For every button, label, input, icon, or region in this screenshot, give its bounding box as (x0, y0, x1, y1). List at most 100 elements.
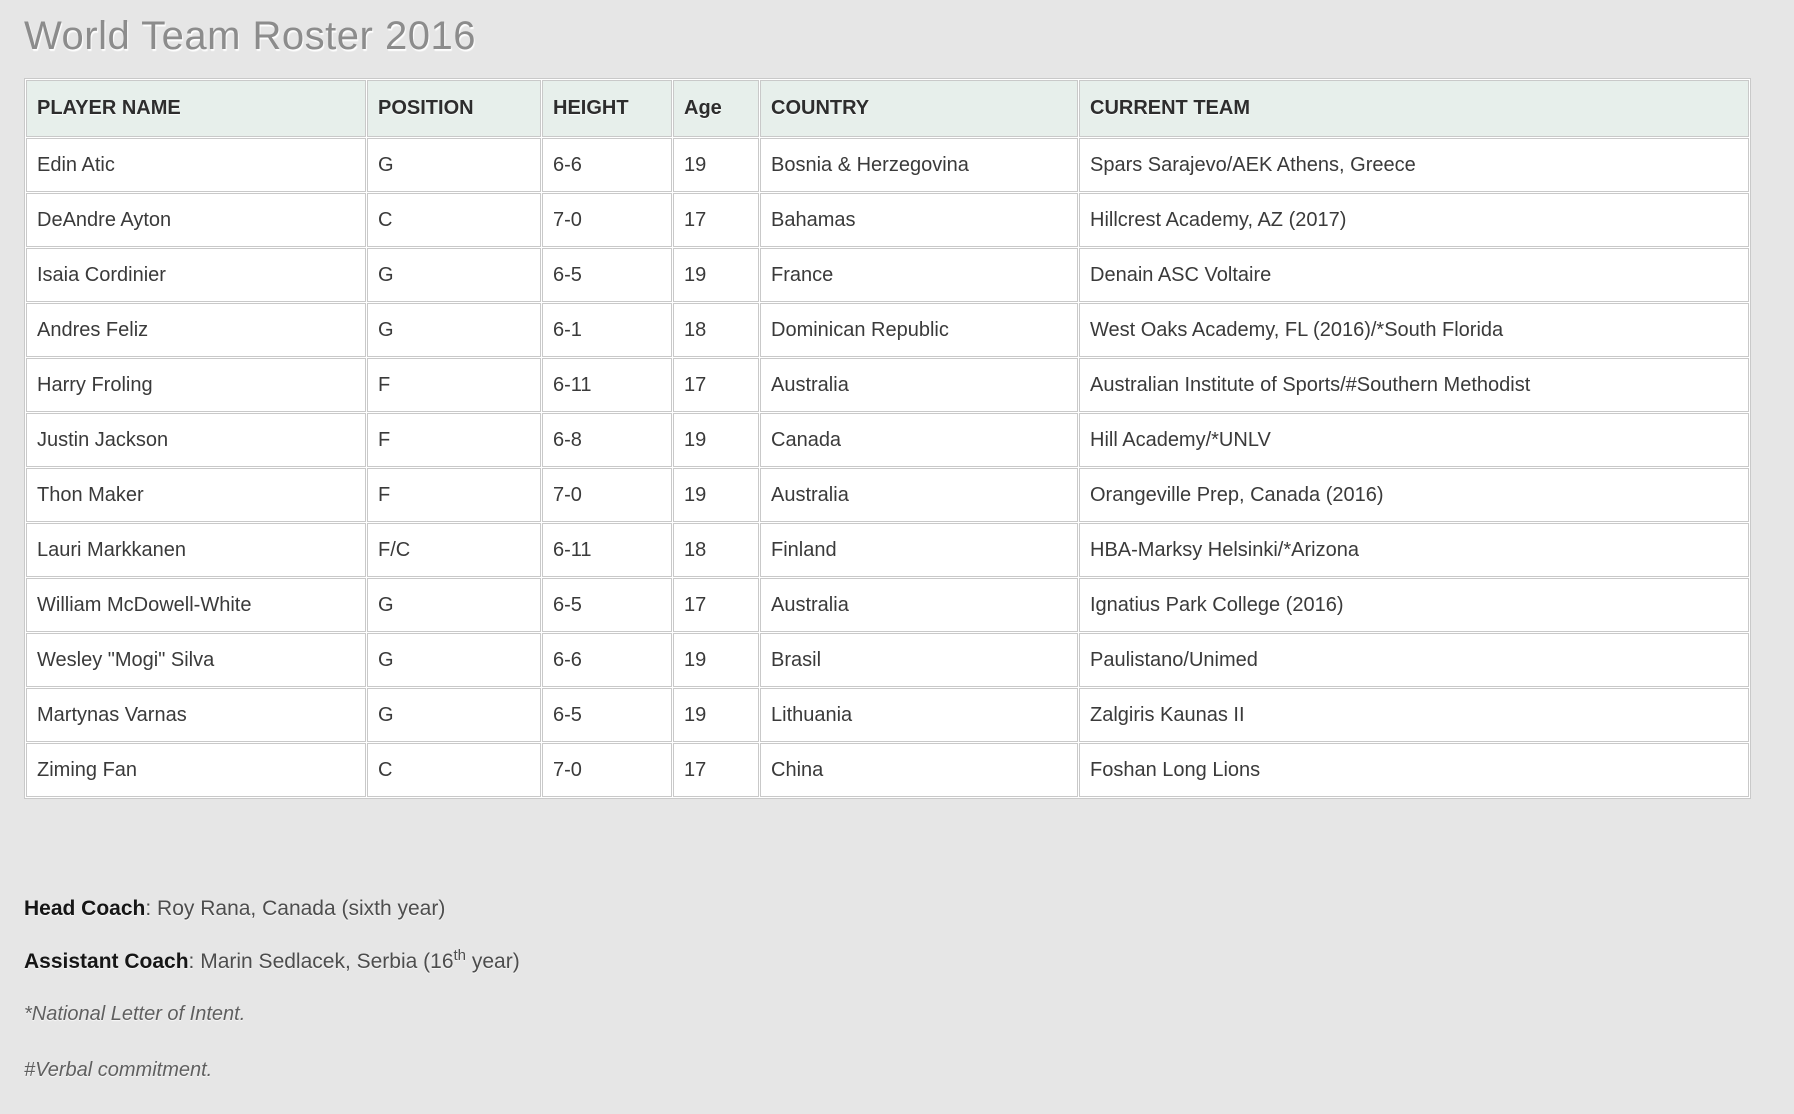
table-cell: France (760, 248, 1078, 302)
table-header-row: PLAYER NAME POSITION HEIGHT Age COUNTRY CURRE… (26, 80, 1749, 137)
table-cell: Bosnia & Herzegovina (760, 138, 1078, 192)
table-cell: Australia (760, 578, 1078, 632)
table-cell: Ziming Fan (26, 743, 366, 797)
table-cell: Finland (760, 523, 1078, 577)
table-cell: G (367, 138, 541, 192)
table-cell: 19 (673, 248, 759, 302)
table-cell: Martynas Varnas (26, 688, 366, 742)
table-cell: Australian Institute of Sports/#Southern… (1079, 358, 1749, 412)
table-cell: Lauri Markkanen (26, 523, 366, 577)
column-header: PLAYER NAME (26, 80, 366, 137)
table-cell: F/C (367, 523, 541, 577)
table-cell: 17 (673, 193, 759, 247)
table-cell: G (367, 248, 541, 302)
table-cell: HBA-Marksy Helsinki/*Arizona (1079, 523, 1749, 577)
table-cell: Australia (760, 468, 1078, 522)
table-cell: Canada (760, 413, 1078, 467)
head-coach-line: Head Coach: Roy Rana, Canada (sixth year… (24, 897, 1770, 921)
column-header: CURRENT TEAM (1079, 80, 1749, 137)
table-row: Ziming Fan C 7-0 17 China Foshan Long Lions (26, 743, 1749, 797)
table-cell: 17 (673, 578, 759, 632)
head-coach-label: Head Coach (24, 897, 146, 920)
table-row: Edin Atic G 6-6 19 Bosnia & Herzegovina Spars… (26, 138, 1749, 192)
table-cell: 6-8 (542, 413, 672, 467)
assistant-coach-line: Assistant Coach: Marin Sedlacek, Serbia … (24, 947, 1770, 974)
table-cell: Isaia Cordinier (26, 248, 366, 302)
table-cell: Lithuania (760, 688, 1078, 742)
table-cell: G (367, 633, 541, 687)
table-cell: Brasil (760, 633, 1078, 687)
table-cell: C (367, 193, 541, 247)
roster-table: PLAYER NAME POSITION HEIGHT Age COUNTRY CURRE… (24, 78, 1751, 799)
table-cell: West Oaks Academy, FL (2016)/*South Flor… (1079, 303, 1749, 357)
assistant-coach-label: Assistant Coach (24, 950, 189, 973)
table-cell: F (367, 468, 541, 522)
table-cell: DeAndre Ayton (26, 193, 366, 247)
table-cell: Denain ASC Voltaire (1079, 248, 1749, 302)
table-cell: G (367, 688, 541, 742)
table-row: William McDowell-White G 6-5 17 Australia Ign… (26, 578, 1749, 632)
table-cell: Thon Maker (26, 468, 366, 522)
column-header: POSITION (367, 80, 541, 137)
table-cell: 19 (673, 468, 759, 522)
table-cell: 6-6 (542, 633, 672, 687)
table-cell: F (367, 358, 541, 412)
table-cell: 6-5 (542, 248, 672, 302)
table-cell: G (367, 303, 541, 357)
table-cell: 7-0 (542, 468, 672, 522)
column-header: HEIGHT (542, 80, 672, 137)
table-cell: William McDowell-White (26, 578, 366, 632)
table-cell: 18 (673, 303, 759, 357)
assistant-coach-value-pre: : Marin Sedlacek, Serbia (16 (188, 950, 454, 973)
table-cell: 17 (673, 743, 759, 797)
table-cell: Harry Froling (26, 358, 366, 412)
table-row: Thon Maker F 7-0 19 Australia Orangeville Pre… (26, 468, 1749, 522)
table-cell: 6-5 (542, 578, 672, 632)
table-cell: Edin Atic (26, 138, 366, 192)
table-cell: 6-1 (542, 303, 672, 357)
table-cell: G (367, 578, 541, 632)
table-cell: Andres Feliz (26, 303, 366, 357)
table-cell: 6-5 (542, 688, 672, 742)
table-cell: Australia (760, 358, 1078, 412)
column-header: COUNTRY (760, 80, 1078, 137)
table-cell: Spars Sarajevo/AEK Athens, Greece (1079, 138, 1749, 192)
table-cell: Wesley "Mogi" Silva (26, 633, 366, 687)
table-cell: 6-6 (542, 138, 672, 192)
table-row: Justin Jackson F 6-8 19 Canada Hill Academy/*… (26, 413, 1749, 467)
footnote-national-letter: *National Letter of Intent. (24, 1003, 246, 1025)
table-cell: F (367, 413, 541, 467)
roster-table-body: Edin Atic G 6-6 19 Bosnia & Herzegovina Spars… (26, 138, 1749, 797)
table-cell: 7-0 (542, 743, 672, 797)
table-cell: Paulistano/Unimed (1079, 633, 1749, 687)
table-cell: Zalgiris Kaunas II (1079, 688, 1749, 742)
page-title: World Team Roster 2016 (24, 14, 476, 58)
table-cell: Orangeville Prep, Canada (2016) (1079, 468, 1749, 522)
table-cell: 19 (673, 413, 759, 467)
assistant-coach-ordinal: th (453, 947, 467, 964)
table-cell: C (367, 743, 541, 797)
table-cell: 19 (673, 688, 759, 742)
table-cell: Bahamas (760, 193, 1078, 247)
head-coach-value: : Roy Rana, Canada (sixth year) (145, 897, 446, 920)
table-cell: Hill Academy/*UNLV (1079, 413, 1749, 467)
table-row: Lauri Markkanen F/C 6-11 18 Finland HBA-Marks… (26, 523, 1749, 577)
table-row: DeAndre Ayton C 7-0 17 Bahamas Hillcrest Acad… (26, 193, 1749, 247)
column-header: Age (673, 80, 759, 137)
table-row: Isaia Cordinier G 6-5 19 France Denain ASC Vo… (26, 248, 1749, 302)
notes-section: Head Coach: Roy Rana, Canada (sixth year… (24, 897, 1770, 1082)
table-cell: 19 (673, 633, 759, 687)
table-cell: 19 (673, 138, 759, 192)
table-cell: 17 (673, 358, 759, 412)
table-cell: Ignatius Park College (2016) (1079, 578, 1749, 632)
table-row: Wesley "Mogi" Silva G 6-6 19 Brasil Paulistan… (26, 633, 1749, 687)
table-cell: Foshan Long Lions (1079, 743, 1749, 797)
table-row: Harry Froling F 6-11 17 Australia Australian … (26, 358, 1749, 412)
table-row: Martynas Varnas G 6-5 19 Lithuania Zalgiris K… (26, 688, 1749, 742)
assistant-coach-value-post: year) (466, 950, 520, 973)
table-cell: Dominican Republic (760, 303, 1078, 357)
table-cell: China (760, 743, 1078, 797)
table-cell: Justin Jackson (26, 413, 366, 467)
table-cell: 6-11 (542, 523, 672, 577)
